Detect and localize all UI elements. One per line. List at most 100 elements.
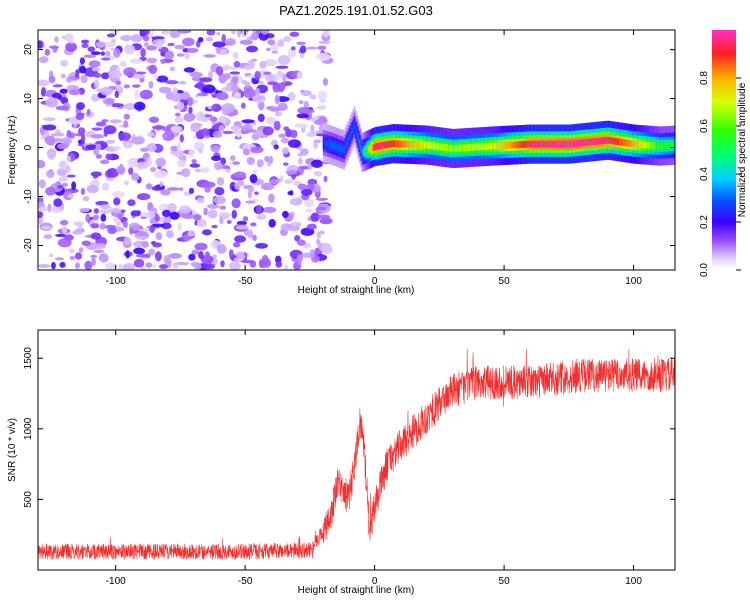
spectrogram-noise-blob xyxy=(90,51,101,56)
spectrogram-noise-blob xyxy=(205,36,213,42)
spectrogram-noise-blob xyxy=(179,134,185,143)
spectrogram-noise-blob xyxy=(220,157,227,165)
spectrogram-noise-blob xyxy=(310,124,315,134)
spectrogram-ridge-cell xyxy=(391,140,393,148)
spectrogram-ridge-cell xyxy=(611,137,613,145)
spectrogram-ridge-cell xyxy=(418,141,421,149)
spectrogram-noise-blob xyxy=(38,217,44,225)
spectrogram-ridge-cell xyxy=(335,143,338,151)
spectrogram-ridge-cell xyxy=(422,141,424,149)
spectrogram-noise-blob xyxy=(296,239,306,246)
spectrogram-noise-blob xyxy=(61,136,73,146)
spectrogram-noise-blob xyxy=(317,45,327,50)
spectrogram-noise-blob xyxy=(143,42,149,47)
spectrogram-ridge-cell xyxy=(362,148,365,156)
spectrogram-ridge-cell xyxy=(624,139,626,147)
spectrogram-noise-blob xyxy=(149,225,155,234)
spectrogram-ridge-cell xyxy=(412,141,414,148)
spectrogram-noise-blob xyxy=(226,66,238,70)
spectrogram-ridge-cell xyxy=(519,141,522,149)
spectrogram-ridge-cell xyxy=(564,140,567,148)
spectrogram-noise-blob xyxy=(177,159,187,168)
spectrogram-noise-blob xyxy=(151,185,163,191)
spectrogram-noise-blob xyxy=(216,92,229,101)
spectrogram-ridge-cell xyxy=(535,140,537,148)
spectrogram-noise-blob xyxy=(226,219,232,224)
spectrogram-ridge-cell xyxy=(574,140,576,148)
spectrogram-noise-blob xyxy=(275,261,283,268)
spectrogram-noise-blob xyxy=(48,75,56,84)
spectrogram-noise-blob xyxy=(167,187,180,191)
spectrogram-noise-blob xyxy=(307,163,313,171)
spectrogram-noise-blob xyxy=(225,168,231,173)
spectrogram-ridge-cell xyxy=(460,144,462,152)
spectrogram-noise-blob xyxy=(134,236,149,240)
spectrogram-ridge-cell xyxy=(673,141,675,149)
spectrogram-noise-blob xyxy=(206,30,216,36)
spectrogram-ridge-cell xyxy=(410,140,413,148)
spectrogram-ridge-cell xyxy=(598,137,601,145)
spectrogram-noise-blob xyxy=(198,251,204,260)
spectrogram-ridge-cell xyxy=(441,143,444,151)
spectrogram-ridge-cell xyxy=(447,144,449,152)
spectrogram-noise-blob xyxy=(236,128,242,139)
spectrogram-ridge-cell xyxy=(369,145,371,153)
spectrogram-noise-blob xyxy=(105,139,116,144)
spectrogram-noise-blob xyxy=(123,113,130,120)
spectrogram-noise-blob xyxy=(218,115,228,124)
spectrogram-noise-blob xyxy=(242,216,249,222)
spectrogram-noise-blob xyxy=(200,128,210,137)
spectrogram-noise-blob xyxy=(243,88,257,99)
spectrogram-ridge-cell xyxy=(599,137,602,145)
spectrogram-ridge-cell xyxy=(640,141,642,149)
spectrogram-noise-blob xyxy=(145,183,153,190)
spectrogram-noise-blob xyxy=(201,229,212,236)
spectrogram-noise-blob xyxy=(253,169,258,173)
spectrogram-noise-blob xyxy=(265,47,271,52)
spectrogram-ridge-cell xyxy=(585,138,588,146)
spectrogram-noise-blob xyxy=(115,84,122,90)
spectrogram-noise-blob xyxy=(265,75,272,82)
spectrogram-ridge-cell xyxy=(520,141,523,149)
spectrogram-noise-blob xyxy=(313,142,319,149)
spectrogram-noise-blob xyxy=(298,157,303,165)
spectrogram-noise-blob xyxy=(196,92,209,97)
spectrogram-noise-blob xyxy=(299,53,305,59)
spectrogram-noise-blob xyxy=(323,175,328,183)
spectrogram-ridge-cell xyxy=(518,141,520,149)
spectrogram-noise-blob xyxy=(246,45,259,53)
spectrogram-noise-blob xyxy=(259,60,267,69)
spectrogram-noise-blob xyxy=(160,189,171,196)
snr-y-tick-label: 1500 xyxy=(23,347,34,370)
spectrogram-noise-blob xyxy=(77,127,86,136)
spectrogram-ridge-cell xyxy=(531,140,533,148)
spectrogram-noise-blob xyxy=(213,162,223,171)
spectrogram-noise-blob xyxy=(247,190,252,199)
spectrogram-noise-blob xyxy=(102,97,115,105)
spectrogram-ridge-cell xyxy=(537,140,540,148)
spectrogram-ridge-cell xyxy=(532,140,535,148)
spectrogram-noise-blob xyxy=(59,219,69,226)
spectrogram-ridge-cell xyxy=(629,140,632,147)
spectrogram-noise-blob xyxy=(136,193,151,201)
spectrogram-ridge-cell xyxy=(597,137,599,145)
spectrogram-noise-blob xyxy=(113,197,121,206)
spectrogram-noise-blob xyxy=(285,170,297,175)
spectrogram-ridge-cell xyxy=(546,140,549,148)
spectrogram-noise-blob xyxy=(91,127,103,131)
spectrogram-noise-blob xyxy=(309,249,315,258)
spectrogram-noise-blob xyxy=(50,132,65,137)
spectrogram-noise-blob xyxy=(91,257,96,267)
spectrogram-noise-blob xyxy=(244,129,257,133)
spectrogram-noise-blob xyxy=(228,261,241,270)
spectrogram-ridge-cell xyxy=(448,144,450,152)
spectrogram-ridge-cell xyxy=(390,140,392,148)
spectrogram-noise-blob xyxy=(38,56,49,63)
spectrogram-noise-blob xyxy=(230,85,240,92)
spectrogram-ridge-cell xyxy=(360,144,362,152)
spectrogram-noise-blob xyxy=(106,33,116,38)
spectrogram-x-axis: -100 -50 0 50 100 xyxy=(106,30,642,287)
spectrogram-noise-blob xyxy=(294,234,301,242)
colorbar-tick-label: 0.8 xyxy=(699,71,710,85)
